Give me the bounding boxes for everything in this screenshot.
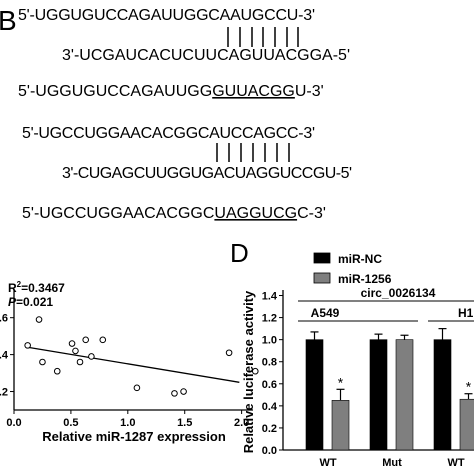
r-squared-part: R — [8, 281, 17, 295]
x-tick-label: WT — [447, 457, 464, 469]
y-tick-label: 1.0 — [262, 335, 277, 347]
sequence: 5'-UGGUGUCCAGAUUGGCAAUGCCU-3' — [18, 7, 315, 24]
r-squared: R2=0.3467 — [8, 280, 65, 295]
p-value: P=0.021 — [8, 295, 53, 309]
significance-mark: * — [466, 379, 472, 395]
point — [171, 390, 178, 397]
r-squared-part: =0.3467 — [21, 281, 65, 295]
x-tick-label: 0.5 — [63, 417, 78, 429]
pairing-bars — [227, 27, 299, 47]
point — [24, 342, 31, 349]
point — [39, 358, 46, 366]
y-tick-label: 0.8 — [262, 357, 277, 369]
sequence-part: C-3' — [297, 205, 326, 222]
point — [72, 347, 79, 355]
x-tick-label: 0.0 — [6, 417, 21, 429]
y-tick-label: 0.6 — [0, 313, 8, 325]
group-title: circ_0026134 — [361, 286, 436, 300]
bar — [459, 398, 474, 451]
pairing-bars — [216, 143, 290, 162]
p-value-part: =0.021 — [16, 295, 53, 309]
sequence-part: 5'-UGCCUGGAACACGGC — [22, 205, 214, 222]
sequence-part: 5'-UGGUGUCCAGAUUGG — [18, 83, 212, 100]
y-tick-label: 1.2 — [262, 313, 277, 325]
y-tick-label: 0.0 — [262, 445, 277, 457]
significance-mark: * — [338, 374, 344, 390]
bar — [369, 339, 388, 451]
point — [180, 388, 187, 395]
x-tick-label: Mut — [382, 457, 402, 469]
x-tick-label: 2.0 — [234, 417, 249, 429]
x-tick-label: WT — [319, 457, 336, 469]
x-axis-label: Relative miR-1287 expression — [42, 429, 226, 444]
x-tick-label: 1.5 — [177, 417, 192, 429]
sequence: 5'-UGCCUGGAACACGGCUAGGUCGC-3' — [22, 205, 326, 222]
group-label: A549 — [311, 306, 340, 320]
point — [53, 367, 61, 375]
point — [225, 349, 233, 357]
legend-label: miR-1256 — [338, 272, 392, 286]
bar — [433, 339, 452, 451]
y-tick-label: 0.4 — [262, 401, 278, 413]
y-tick-label: 0.6 — [262, 379, 277, 391]
sequence-part: U-3' — [295, 83, 324, 100]
sequence: 5'-UGCCUGGAACACGGCAUCCAGCC-3' — [22, 125, 315, 142]
sequence: 3'-UCGAUCACUCUUCAGUUACGGA-5' — [62, 47, 350, 64]
bar — [395, 339, 414, 451]
point — [68, 340, 76, 347]
y-tick-label: 0.4 — [0, 350, 9, 362]
group-label: H1 — [458, 306, 474, 320]
bar — [305, 339, 324, 451]
y-tick-label: 0.2 — [262, 423, 277, 435]
fit-line — [27, 346, 240, 383]
r-squared-part: 2 — [17, 280, 22, 289]
mutated-site: UAGGUCG — [214, 205, 297, 222]
p-value-part: P — [8, 295, 17, 309]
point — [88, 353, 95, 360]
point — [251, 367, 259, 375]
legend-label: miR-NC — [338, 252, 382, 266]
point — [35, 316, 43, 323]
sequence: 5'-UGGUGUCCAGAUUGGGUUACGGU-3' — [18, 83, 324, 100]
mutated-site: GUUACGG — [212, 83, 295, 100]
y-tick-label: 1.4 — [262, 291, 278, 303]
x-tick-label: 1.0 — [120, 417, 135, 429]
legend-swatch — [313, 252, 331, 264]
panel-letter: B — [0, 5, 17, 36]
point — [133, 384, 141, 392]
y-tick-label: 0.2 — [0, 387, 8, 399]
point — [82, 336, 89, 344]
panel-letter: D — [230, 238, 249, 268]
bar — [331, 400, 350, 451]
sequence: 3'-CUGAGCUUGGUGACUAGGUCCGU-5' — [62, 165, 352, 182]
y-axis-label: Relative luciferase activity — [241, 290, 256, 453]
point — [76, 358, 84, 366]
point — [99, 336, 107, 344]
legend-swatch — [313, 272, 331, 284]
